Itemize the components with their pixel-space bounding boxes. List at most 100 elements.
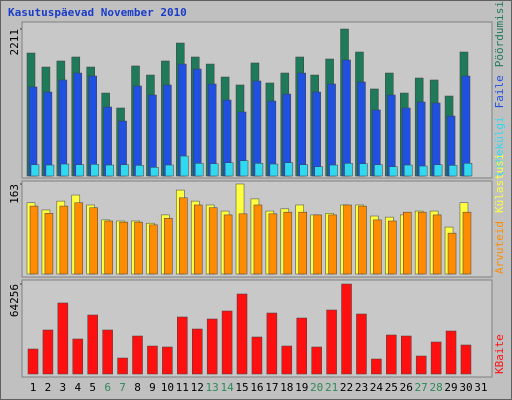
bar xyxy=(105,164,114,177)
bar xyxy=(206,318,218,375)
x-tick-label: 9 xyxy=(149,381,156,394)
bar xyxy=(73,72,83,177)
bar xyxy=(266,312,278,375)
bar xyxy=(417,211,427,275)
bar xyxy=(296,317,307,375)
legend-entry: Pöördumisi xyxy=(493,1,506,67)
bar xyxy=(180,155,189,177)
legend: Lehekülgi Faile Pöördumisi xyxy=(493,1,506,176)
bar xyxy=(133,85,142,177)
bar xyxy=(119,221,128,275)
bar xyxy=(299,164,308,177)
x-tick-label: 17 xyxy=(265,381,278,394)
bar xyxy=(445,330,457,375)
bar xyxy=(120,164,129,177)
bar xyxy=(45,164,55,177)
y-tick-label: 2211 xyxy=(8,29,21,56)
bar xyxy=(162,346,173,375)
bar xyxy=(28,86,38,177)
bar xyxy=(388,220,397,275)
legend-entry: Külastusi xyxy=(493,153,506,213)
x-tick-label: 12 xyxy=(191,381,204,394)
x-tick-label: 15 xyxy=(235,381,248,394)
bar xyxy=(89,207,98,275)
bar xyxy=(327,83,336,177)
bar xyxy=(326,309,337,375)
bar xyxy=(60,163,70,177)
bar xyxy=(297,72,306,177)
bar xyxy=(269,163,279,177)
bar xyxy=(403,211,412,275)
y-tick-label: 64256 xyxy=(8,284,21,317)
bar xyxy=(462,211,472,275)
bar xyxy=(43,91,53,177)
bar xyxy=(314,166,323,177)
bar xyxy=(357,81,366,177)
bar xyxy=(311,346,322,375)
bar xyxy=(447,232,457,275)
bar xyxy=(88,75,97,177)
bar xyxy=(207,83,217,177)
x-tick-label: 21 xyxy=(325,381,338,394)
bar xyxy=(430,341,442,375)
bar xyxy=(208,207,218,275)
x-tick-label: 8 xyxy=(134,381,141,394)
bar xyxy=(117,357,128,375)
bar xyxy=(239,160,249,177)
bar xyxy=(87,314,98,375)
bar xyxy=(254,163,264,177)
bar xyxy=(134,221,143,275)
x-tick-label: 6 xyxy=(104,381,111,394)
bar xyxy=(30,164,40,177)
bar xyxy=(236,293,248,375)
bar xyxy=(341,283,352,375)
bar xyxy=(132,335,143,375)
legend-entry: Lehekülgi xyxy=(493,116,506,176)
bar xyxy=(221,310,233,375)
bar xyxy=(281,345,293,375)
x-tick-label: 7 xyxy=(119,381,126,394)
bar xyxy=(418,165,428,177)
x-tick-label: 27 xyxy=(415,381,428,394)
legend-entry: Faile xyxy=(493,75,506,108)
bar xyxy=(29,205,39,275)
bar xyxy=(253,204,263,275)
bar xyxy=(359,163,368,177)
x-tick-label: 19 xyxy=(295,381,308,394)
bar xyxy=(224,162,234,177)
x-tick-label: 29 xyxy=(444,381,457,394)
bar xyxy=(313,214,322,275)
legend: Arvuteid Külastusi xyxy=(493,153,506,274)
bar xyxy=(44,213,54,275)
bar xyxy=(150,167,159,177)
bar xyxy=(404,164,413,177)
bar xyxy=(284,162,294,177)
bar xyxy=(57,302,69,375)
bar xyxy=(344,163,353,177)
bar xyxy=(463,163,473,177)
bar xyxy=(356,313,367,375)
bar xyxy=(164,217,173,275)
bar xyxy=(283,211,293,275)
x-tick-label: 22 xyxy=(340,381,353,394)
bar xyxy=(179,197,188,275)
bar xyxy=(401,335,412,375)
bar xyxy=(90,164,99,177)
legend: KBaite xyxy=(493,334,506,374)
bar xyxy=(194,163,204,177)
x-tick-label: 1 xyxy=(30,381,37,394)
x-tick-label: 3 xyxy=(60,381,67,394)
x-tick-label: 4 xyxy=(74,381,81,394)
bar xyxy=(135,165,144,177)
bar xyxy=(387,94,396,177)
bar xyxy=(342,59,351,177)
bar xyxy=(209,163,219,177)
bar xyxy=(192,68,202,177)
bar xyxy=(238,213,248,275)
bar xyxy=(177,316,188,375)
bar xyxy=(460,344,472,375)
bar xyxy=(42,329,54,375)
bar xyxy=(358,205,367,275)
bar xyxy=(416,101,426,177)
bar xyxy=(75,164,85,177)
